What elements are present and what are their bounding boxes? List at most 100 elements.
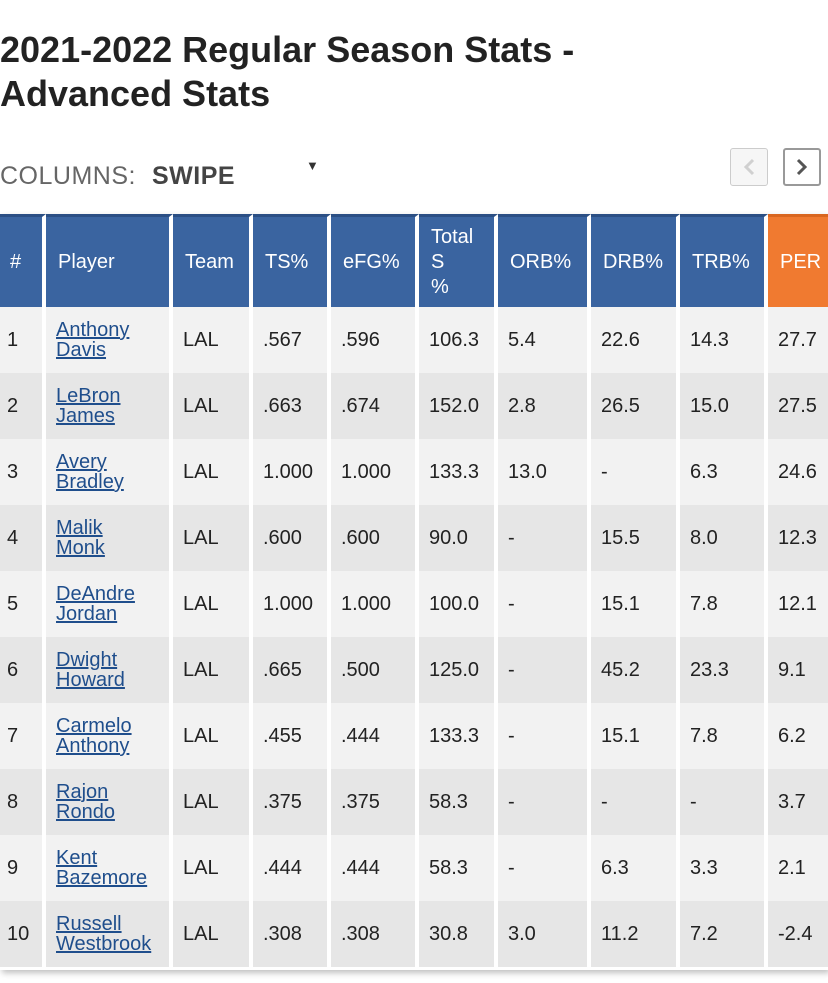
player-last-name[interactable]: James	[56, 405, 115, 427]
cell-per: 12.3	[768, 505, 828, 571]
cell-efg-pct: .308	[331, 901, 419, 967]
columns-select[interactable]: SWIPE	[152, 162, 236, 190]
player-last-name[interactable]: Westbrook	[56, 933, 152, 955]
cell-trb-pct: 7.8	[680, 703, 768, 769]
cell-team: LAL	[173, 505, 253, 571]
cell-total-s-pct: 133.3	[419, 703, 498, 769]
cell-per: 2.1	[768, 835, 828, 901]
header-trb-pct[interactable]: TRB%	[680, 214, 768, 307]
player-link[interactable]: Rajon Rondo	[56, 782, 169, 822]
cell-rank: 8	[0, 769, 46, 835]
caret-down-icon[interactable]: ▼	[306, 158, 319, 173]
cell-efg-pct: 1.000	[331, 571, 419, 637]
cell-player: Avery Bradley	[46, 439, 173, 505]
player-link[interactable]: Dwight Howard	[56, 650, 169, 690]
player-link[interactable]: DeAndre Jordan	[56, 584, 169, 624]
header-total-s-pct[interactable]: Total S %	[419, 214, 498, 307]
player-first-name[interactable]: Kent	[56, 847, 98, 869]
player-first-name[interactable]: Malik	[56, 517, 103, 539]
player-first-name[interactable]: DeAndre	[56, 583, 135, 605]
player-link[interactable]: Anthony Davis	[56, 320, 169, 360]
player-first-name[interactable]: Russell	[56, 913, 122, 935]
player-first-name[interactable]: Avery	[56, 451, 107, 473]
player-link[interactable]: Malik Monk	[56, 518, 169, 558]
cell-rank: 3	[0, 439, 46, 505]
cell-player: Carmelo Anthony	[46, 703, 173, 769]
header-efg-pct[interactable]: eFG%	[331, 214, 419, 307]
cell-team: LAL	[173, 307, 253, 373]
header-player[interactable]: Player	[46, 214, 173, 307]
cell-orb-pct: -	[498, 769, 591, 835]
player-first-name[interactable]: Dwight	[56, 649, 118, 671]
player-last-name[interactable]: Anthony	[56, 735, 130, 757]
next-columns-button[interactable]	[783, 148, 821, 186]
cell-player: Kent Bazemore	[46, 835, 173, 901]
player-last-name[interactable]: Bradley	[56, 471, 124, 493]
cell-team: LAL	[173, 571, 253, 637]
cell-drb-pct: 15.5	[591, 505, 680, 571]
table-row: 6 Dwight Howard LAL .665.500 125.0-45.2 23.3 9.…	[0, 637, 828, 703]
advanced-stats-table: # Player Team TS% eFG% Total S % ORB% DR…	[0, 214, 828, 967]
cell-per: 9.1	[768, 637, 828, 703]
cell-drb-pct: 45.2	[591, 637, 680, 703]
cell-player: LeBron James	[46, 373, 173, 439]
cell-ts-pct: .444	[253, 835, 331, 901]
player-last-name[interactable]: Jordan	[56, 603, 118, 625]
columns-control: COLUMNS: SWIPE ▼	[0, 148, 828, 200]
header-per[interactable]: PER	[768, 214, 828, 307]
player-last-name[interactable]: Rondo	[56, 801, 115, 823]
cell-orb-pct: -	[498, 505, 591, 571]
header-team[interactable]: Team	[173, 214, 253, 307]
cell-player: DeAndre Jordan	[46, 571, 173, 637]
cell-ts-pct: .600	[253, 505, 331, 571]
cell-ts-pct: .665	[253, 637, 331, 703]
player-link[interactable]: LeBron James	[56, 386, 169, 426]
cell-rank: 9	[0, 835, 46, 901]
cell-per: 27.5	[768, 373, 828, 439]
cell-total-s-pct: 152.0	[419, 373, 498, 439]
cell-rank: 4	[0, 505, 46, 571]
header-orb-pct[interactable]: ORB%	[498, 214, 591, 307]
player-last-name[interactable]: Bazemore	[56, 867, 148, 889]
chevron-right-icon	[796, 158, 808, 176]
cell-total-s-pct: 58.3	[419, 769, 498, 835]
table-row: 9 Kent Bazemore LAL .444.444 58.3-6.3 3.3 2.1	[0, 835, 828, 901]
header-drb-pct[interactable]: DRB%	[591, 214, 680, 307]
cell-efg-pct: .444	[331, 835, 419, 901]
cell-team: LAL	[173, 835, 253, 901]
player-last-name[interactable]: Davis	[56, 339, 107, 361]
page-title-line1: 2021-2022 Regular Season Stats -	[0, 29, 575, 70]
cell-per: 24.6	[768, 439, 828, 505]
cell-drb-pct: 6.3	[591, 835, 680, 901]
player-first-name[interactable]: LeBron	[56, 385, 121, 407]
cell-orb-pct: 5.4	[498, 307, 591, 373]
cell-per: 27.7	[768, 307, 828, 373]
cell-ts-pct: .375	[253, 769, 331, 835]
cell-ts-pct: .455	[253, 703, 331, 769]
player-link[interactable]: Carmelo Anthony	[56, 716, 169, 756]
player-link[interactable]: Avery Bradley	[56, 452, 169, 492]
cell-orb-pct: -	[498, 571, 591, 637]
player-link[interactable]: Kent Bazemore	[56, 848, 169, 888]
table-row: 7 Carmelo Anthony LAL .455.444 133.3-15.1 7.8 6…	[0, 703, 828, 769]
prev-columns-button[interactable]	[730, 148, 768, 186]
player-first-name[interactable]: Carmelo	[56, 715, 132, 737]
player-last-name[interactable]: Monk	[56, 537, 105, 559]
header-rank[interactable]: #	[0, 214, 46, 307]
header-ts-pct[interactable]: TS%	[253, 214, 331, 307]
cell-per: -2.4	[768, 901, 828, 967]
cell-efg-pct: .500	[331, 637, 419, 703]
player-first-name[interactable]: Anthony	[56, 319, 130, 341]
cell-efg-pct: .600	[331, 505, 419, 571]
cell-player: Russell Westbrook	[46, 901, 173, 967]
player-last-name[interactable]: Howard	[56, 669, 125, 691]
cell-team: LAL	[173, 637, 253, 703]
cell-team: LAL	[173, 703, 253, 769]
cell-trb-pct: 15.0	[680, 373, 768, 439]
cell-drb-pct: -	[591, 769, 680, 835]
cell-trb-pct: -	[680, 769, 768, 835]
player-link[interactable]: Russell Westbrook	[56, 914, 169, 954]
cell-player: Rajon Rondo	[46, 769, 173, 835]
player-first-name[interactable]: Rajon	[56, 781, 109, 803]
cell-player: Anthony Davis	[46, 307, 173, 373]
